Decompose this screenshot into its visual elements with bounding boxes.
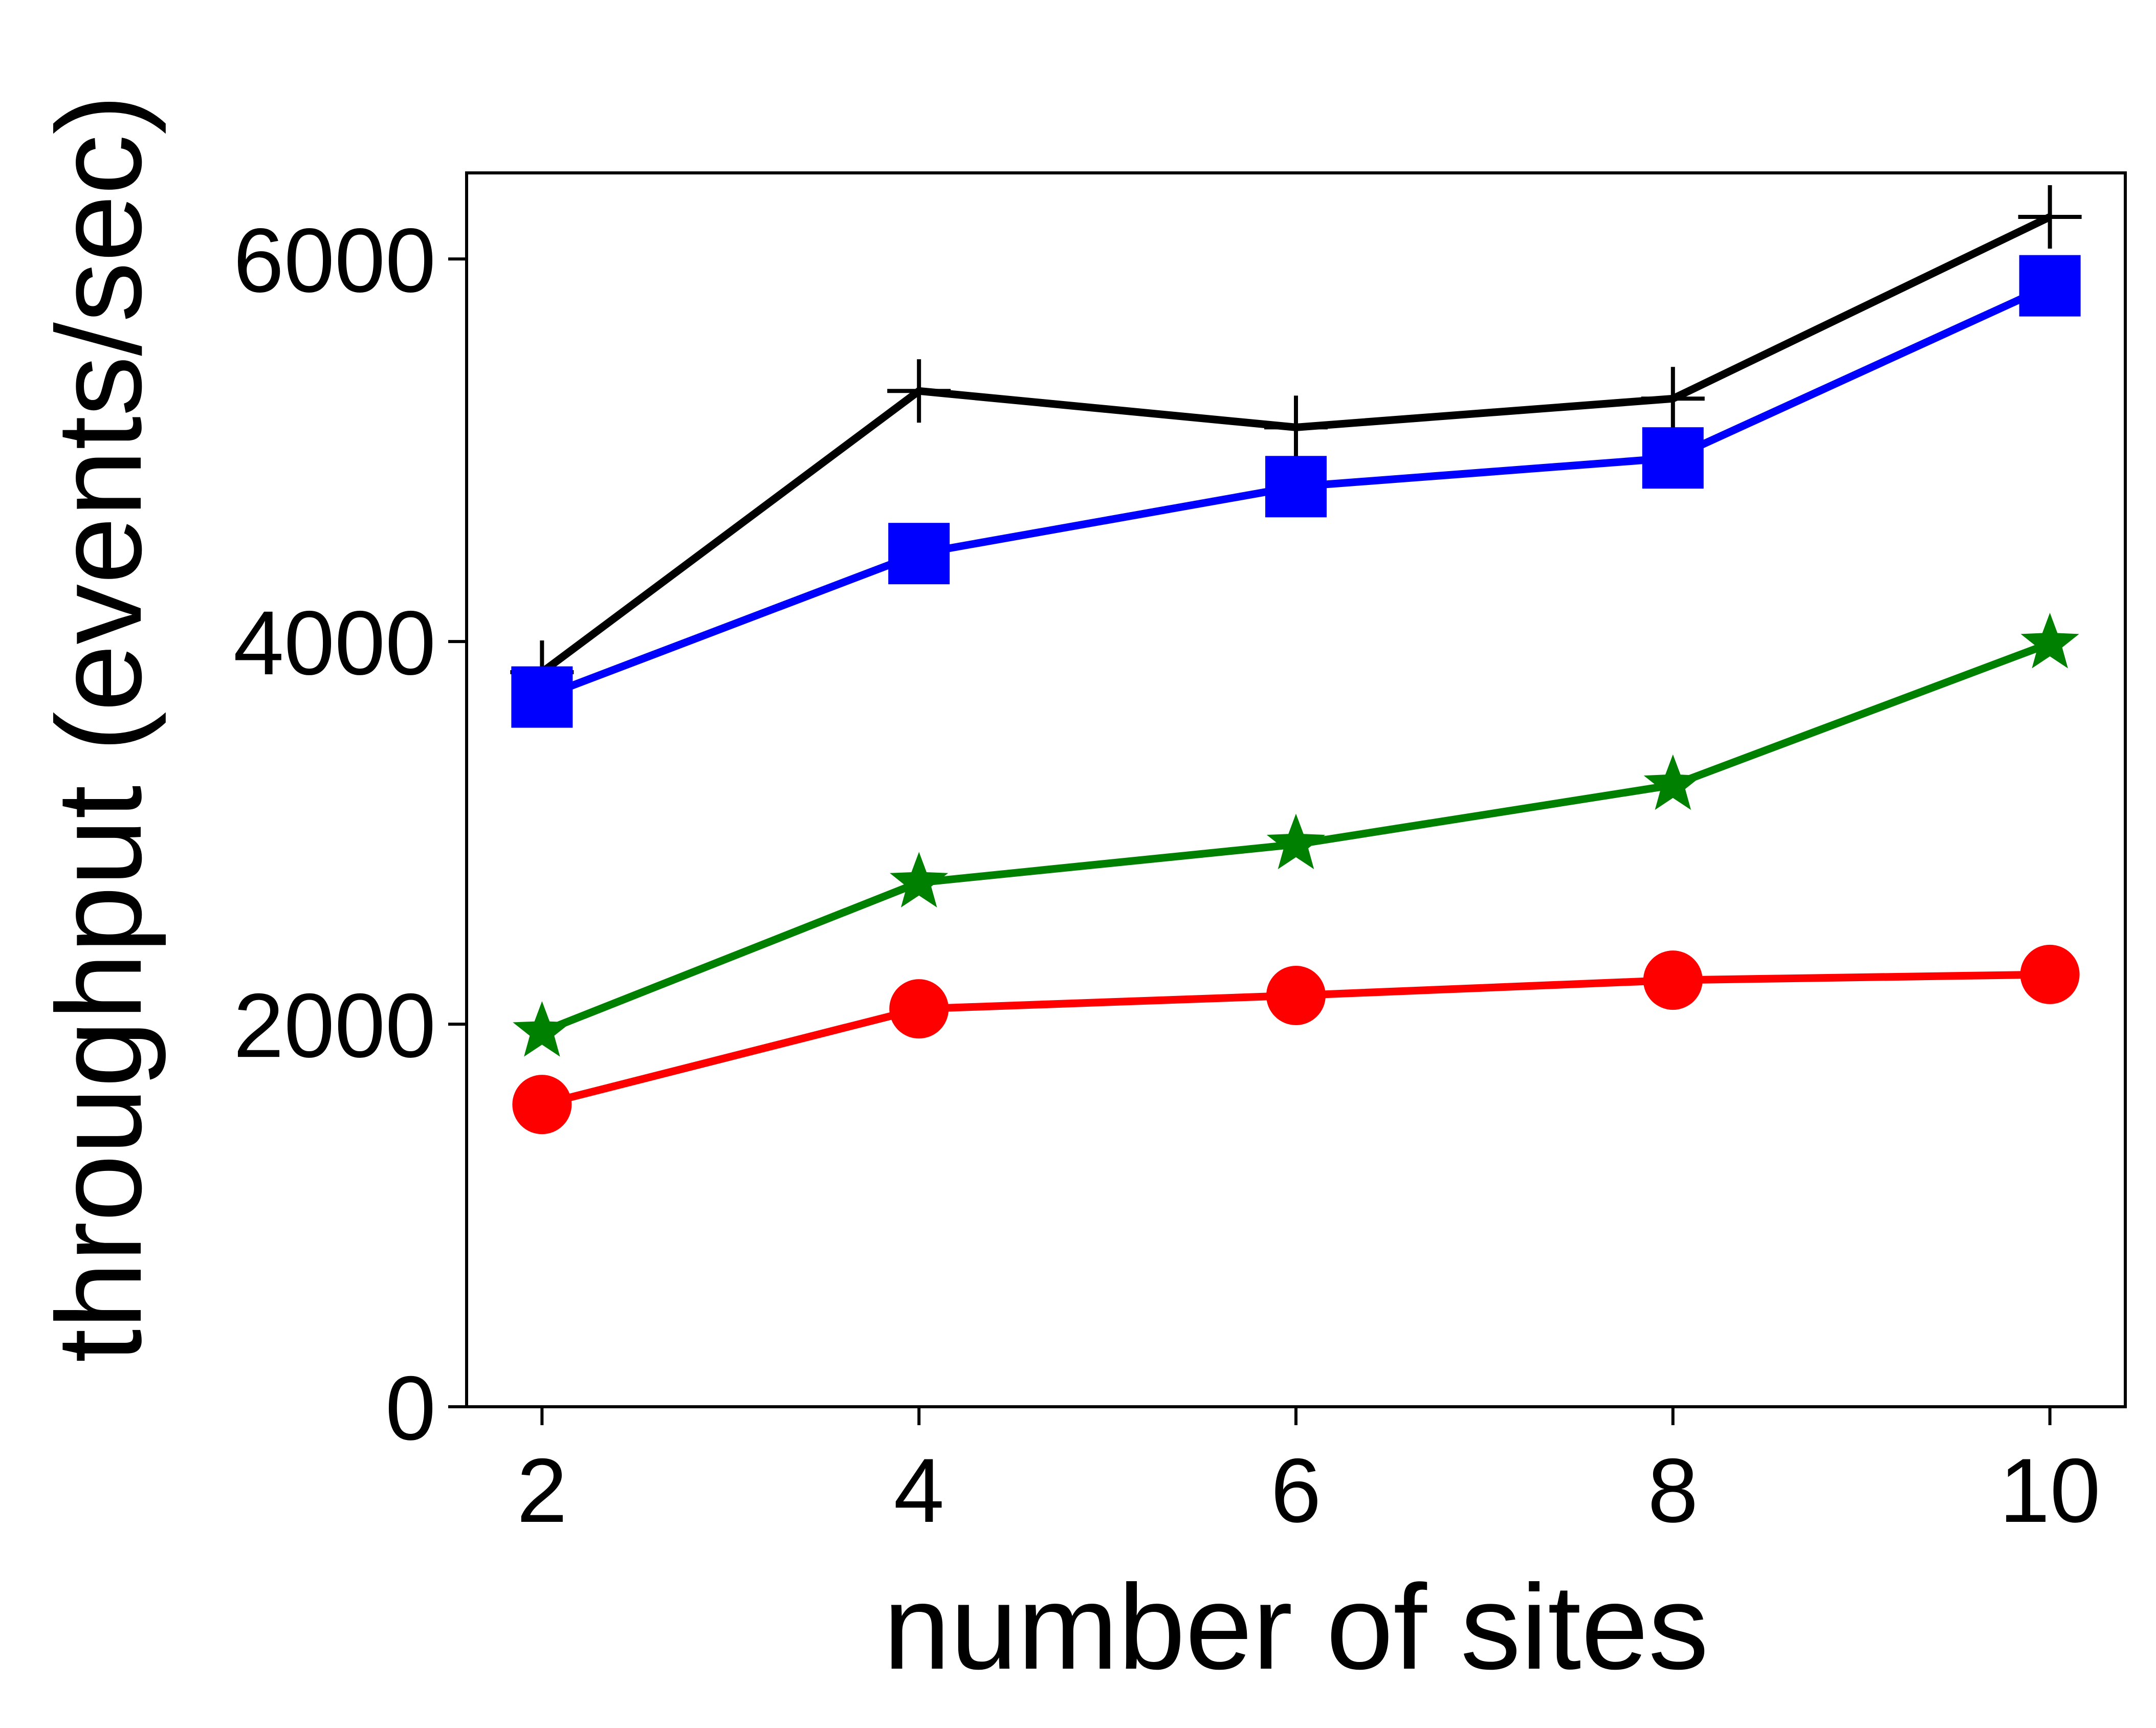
y-tick-label: 4000 (233, 592, 436, 694)
data-point-circle (1643, 950, 1703, 1010)
x-tick-label: 10 (1999, 1439, 2101, 1541)
x-axis: 2 4 6 8 10 (517, 1407, 2101, 1541)
data-point-star (1643, 754, 1702, 810)
data-point-circle (2020, 944, 2080, 1004)
data-point-plus (1264, 395, 1328, 459)
series-star (513, 612, 2079, 1057)
data-point-square (888, 523, 950, 585)
y-tick-label: 0 (385, 1357, 436, 1459)
x-axis-title: number of sites (883, 1560, 1708, 1695)
data-point-star (890, 852, 949, 907)
data-point-star (513, 1001, 571, 1057)
plot-frame (465, 171, 2127, 1408)
series-square (511, 255, 2081, 728)
data-point-square (2019, 255, 2081, 317)
data-point-circle (1266, 966, 1326, 1025)
y-axis: 0 2000 4000 6000 (233, 209, 467, 1459)
x-tick-label: 8 (1647, 1439, 1698, 1541)
series-plus (510, 185, 2082, 704)
data-point-star (1266, 813, 1326, 870)
data-point-plus (1641, 367, 1705, 431)
data-point-circle (889, 979, 949, 1039)
y-tick-label: 2000 (233, 974, 436, 1076)
series-circle (512, 944, 2080, 1135)
data-point-star (2020, 612, 2079, 669)
series-layer (510, 185, 2082, 1135)
x-tick-label: 4 (894, 1439, 944, 1541)
x-tick-label: 6 (1271, 1439, 1322, 1541)
y-axis-title: throughput (events/sec) (32, 94, 167, 1362)
y-tick-label: 6000 (233, 209, 436, 311)
x-tick-label: 2 (517, 1439, 567, 1541)
data-point-square (1265, 456, 1327, 518)
data-point-square (511, 666, 573, 728)
data-point-circle (512, 1075, 572, 1135)
data-point-plus (887, 359, 951, 423)
data-point-plus (2018, 185, 2082, 249)
data-point-square (1642, 427, 1704, 489)
